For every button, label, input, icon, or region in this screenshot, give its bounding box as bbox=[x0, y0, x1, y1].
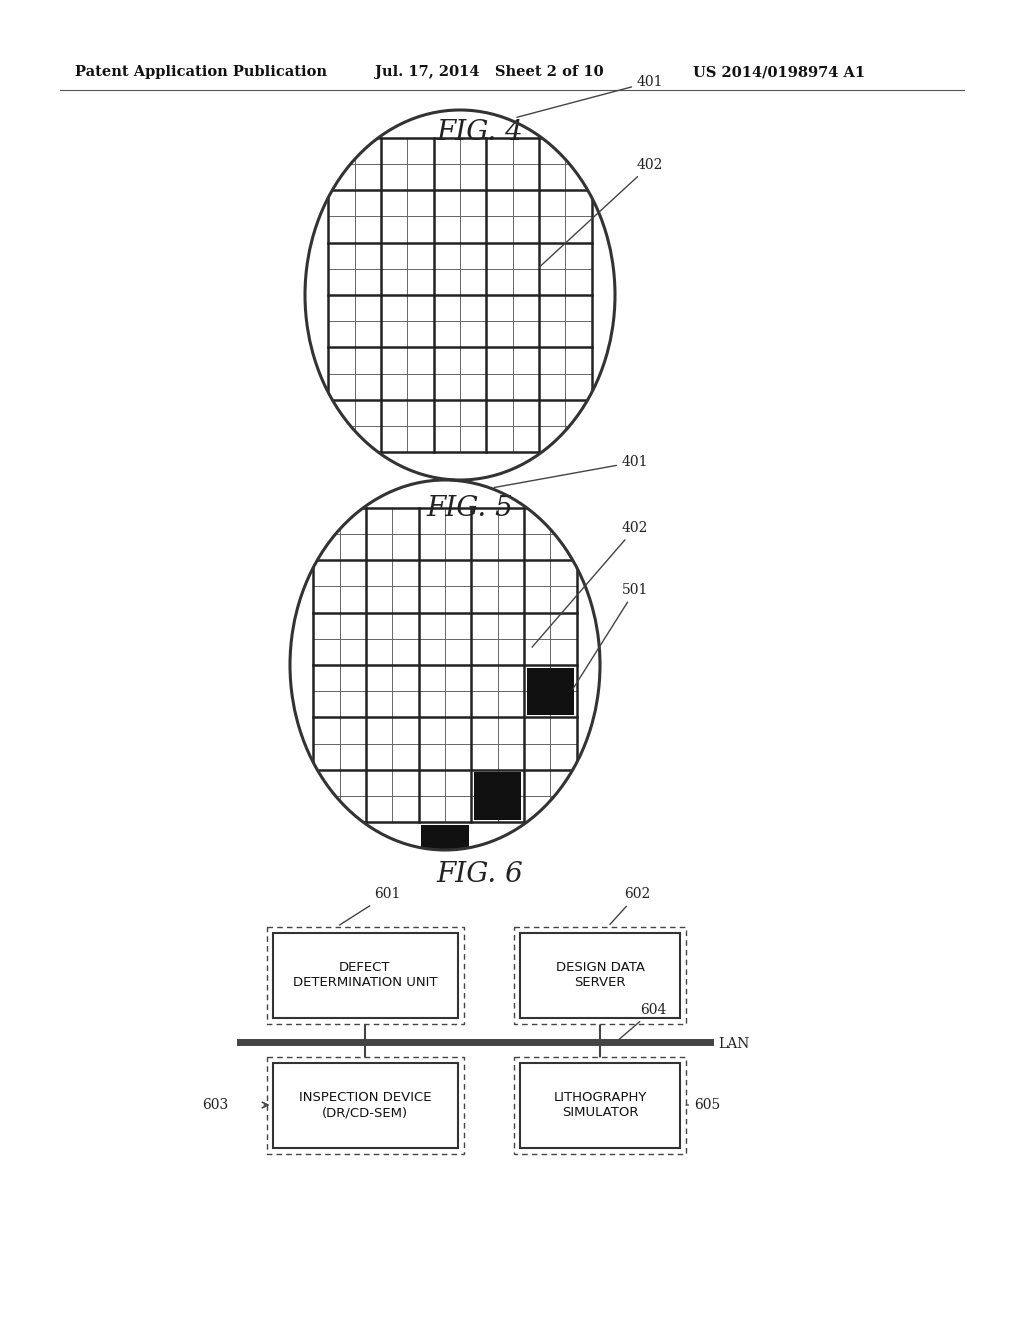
Bar bbox=[272, 932, 458, 1018]
Text: DESIGN DATA
SERVER: DESIGN DATA SERVER bbox=[555, 961, 644, 989]
Text: FIG. 6: FIG. 6 bbox=[436, 862, 523, 888]
Bar bbox=[266, 1056, 464, 1154]
Bar bbox=[266, 927, 464, 1023]
Bar bbox=[272, 1063, 458, 1147]
Text: LAN: LAN bbox=[718, 1038, 750, 1051]
Bar bbox=[514, 1056, 686, 1154]
Bar bbox=[520, 1063, 680, 1147]
Text: INSPECTION DEVICE
(DR/CD-SEM): INSPECTION DEVICE (DR/CD-SEM) bbox=[299, 1092, 431, 1119]
Text: FIG. 4: FIG. 4 bbox=[436, 120, 523, 147]
Text: 602: 602 bbox=[610, 887, 650, 924]
Text: FIG. 5: FIG. 5 bbox=[427, 495, 513, 521]
Text: US 2014/0198974 A1: US 2014/0198974 A1 bbox=[693, 65, 865, 79]
Bar bbox=[514, 927, 686, 1023]
Text: 402: 402 bbox=[540, 158, 664, 267]
Bar bbox=[474, 772, 521, 820]
Text: Jul. 17, 2014   Sheet 2 of 10: Jul. 17, 2014 Sheet 2 of 10 bbox=[375, 65, 603, 79]
Text: 604: 604 bbox=[618, 1003, 667, 1040]
Text: LITHOGRAPHY
SIMULATOR: LITHOGRAPHY SIMULATOR bbox=[553, 1092, 647, 1119]
Text: 402: 402 bbox=[532, 521, 648, 647]
Text: 601: 601 bbox=[340, 887, 400, 925]
Text: 605: 605 bbox=[686, 1098, 720, 1111]
Text: 603: 603 bbox=[203, 1098, 228, 1111]
Text: 401: 401 bbox=[517, 75, 664, 117]
Text: 501: 501 bbox=[573, 583, 648, 689]
Bar bbox=[421, 825, 469, 873]
Text: DEFECT
DETERMINATION UNIT: DEFECT DETERMINATION UNIT bbox=[293, 961, 437, 989]
Text: 401: 401 bbox=[495, 455, 648, 487]
Bar bbox=[526, 668, 574, 715]
Bar bbox=[520, 932, 680, 1018]
Text: Patent Application Publication: Patent Application Publication bbox=[75, 65, 327, 79]
